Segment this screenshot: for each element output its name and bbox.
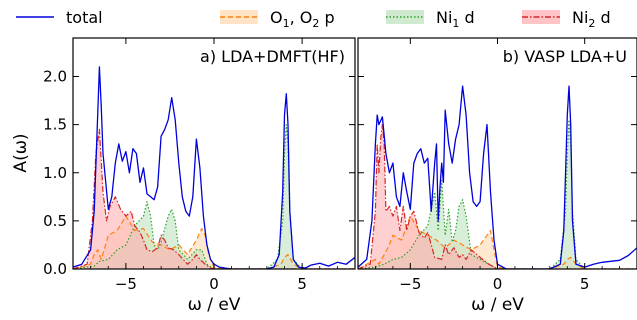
x-axis-label: ω / eV	[471, 295, 524, 315]
x-axis-label: ω / eV	[188, 295, 241, 315]
series-line-o1-o2-p	[358, 215, 637, 269]
x-tick-label: 5	[580, 275, 590, 293]
legend-entry: total	[16, 8, 103, 27]
y-tick-label: 0.0	[43, 260, 67, 278]
x-tick-label: −5	[115, 275, 137, 293]
plot-area	[73, 66, 355, 269]
x-tick-label: 0	[493, 275, 503, 293]
x-tick-label: −5	[399, 275, 421, 293]
panel-b: −5 0 5 b) VASP LDA+U ω / eV	[357, 37, 637, 315]
series-line-ni2-d	[358, 123, 637, 269]
legend-label: total	[66, 8, 103, 27]
plot-area	[358, 85, 637, 269]
series-fill-ni2-d	[358, 124, 637, 269]
panel-a: −5 0 5 0.0 0.5 1.0 1.5 2.0 a) LDA+DMFT(HF) ω / eV	[43, 37, 356, 315]
legend-swatch	[522, 10, 560, 24]
legend-label: Ni2 d	[572, 8, 611, 30]
y-tick-label: 1.5	[43, 116, 67, 134]
legend-entry: Ni2 d	[522, 8, 611, 30]
legend-label: O1, O2 p	[270, 8, 335, 30]
series-line-total	[358, 85, 637, 269]
series-fill-ni1-d	[73, 124, 355, 269]
series-line-ni1-d	[73, 123, 355, 269]
x-tick-label: 5	[297, 275, 307, 293]
series-fill-ni2-d	[73, 129, 355, 269]
panel-title: b) VASP LDA+U	[503, 47, 627, 66]
legend: total O1, O2 p Ni1 d Ni2 d	[16, 8, 611, 30]
y-tick-label: 2.0	[43, 68, 67, 86]
legend-entry: O1, O2 p	[220, 8, 335, 30]
y-axis-label: A(ω)	[11, 133, 31, 172]
x-tick-label: 0	[209, 275, 219, 293]
y-tick-label: 0.5	[43, 212, 67, 230]
legend-entry: Ni1 d	[386, 8, 475, 30]
series-line-ni1-d	[358, 119, 637, 269]
series-line-o1-o2-p	[73, 215, 355, 269]
y-tick-label: 1.0	[43, 164, 67, 182]
legend-label: Ni1 d	[436, 8, 475, 30]
series-line-ni2-d	[73, 128, 355, 269]
panel-title: a) LDA+DMFT(HF)	[200, 47, 345, 66]
series-line-total	[73, 66, 355, 269]
